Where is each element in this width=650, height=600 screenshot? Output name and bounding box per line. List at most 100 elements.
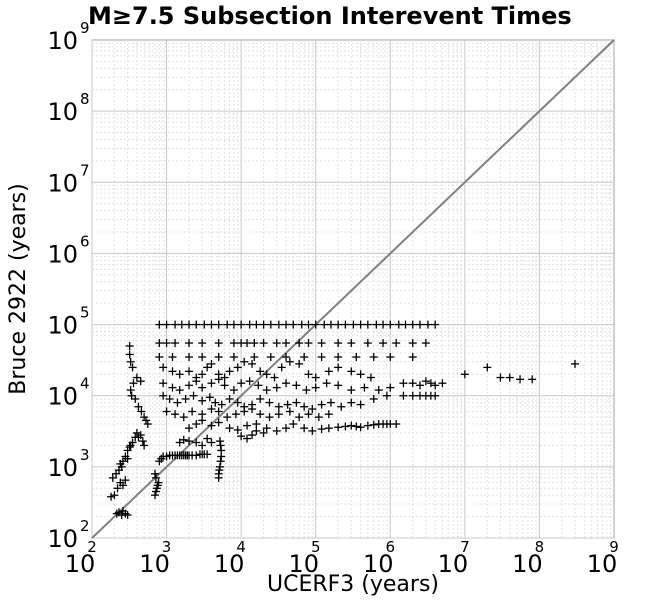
svg-text:8: 8 bbox=[80, 90, 90, 108]
data-point bbox=[408, 320, 417, 329]
data-point bbox=[369, 353, 378, 362]
data-point bbox=[126, 357, 135, 366]
x-tick-label: 107 bbox=[438, 538, 470, 578]
data-point bbox=[438, 379, 447, 388]
data-point bbox=[256, 367, 265, 376]
data-point bbox=[217, 400, 226, 409]
data-point bbox=[185, 320, 194, 329]
svg-text:10: 10 bbox=[288, 550, 319, 578]
data-point bbox=[117, 462, 126, 471]
data-point bbox=[426, 379, 435, 388]
data-point bbox=[282, 339, 291, 348]
svg-text:3: 3 bbox=[162, 538, 172, 556]
data-point bbox=[177, 320, 186, 329]
svg-text:10: 10 bbox=[47, 169, 78, 197]
data-point bbox=[272, 383, 281, 392]
data-point bbox=[356, 423, 365, 432]
data-point bbox=[192, 451, 201, 460]
data-point bbox=[142, 416, 151, 425]
y-tick-label: 10 7 bbox=[47, 161, 89, 197]
x-tick-label: 104 bbox=[214, 538, 246, 578]
data-point bbox=[334, 363, 343, 372]
data-point bbox=[125, 350, 134, 359]
data-point bbox=[262, 424, 271, 433]
data-point bbox=[240, 357, 249, 366]
data-point bbox=[132, 373, 141, 382]
data-point bbox=[171, 320, 180, 329]
data-point bbox=[347, 367, 356, 376]
data-point bbox=[369, 420, 378, 429]
svg-text:10: 10 bbox=[47, 454, 78, 482]
data-point bbox=[317, 400, 326, 409]
data-point bbox=[266, 353, 275, 362]
data-point bbox=[245, 377, 254, 386]
data-point bbox=[126, 386, 135, 395]
data-point bbox=[137, 407, 146, 416]
data-point bbox=[237, 379, 246, 388]
data-point bbox=[295, 359, 304, 368]
data-point bbox=[347, 398, 356, 407]
data-point bbox=[347, 421, 356, 430]
data-point bbox=[528, 375, 537, 384]
data-point bbox=[300, 353, 309, 362]
data-point bbox=[363, 421, 372, 430]
data-point bbox=[274, 402, 283, 411]
data-point bbox=[289, 420, 298, 429]
data-point bbox=[282, 379, 291, 388]
data-point bbox=[243, 434, 252, 443]
data-point bbox=[259, 339, 268, 348]
data-point bbox=[274, 320, 283, 329]
data-point bbox=[347, 386, 356, 395]
data-point bbox=[140, 441, 149, 450]
data-point bbox=[259, 428, 268, 437]
data-point bbox=[366, 373, 375, 382]
data-point bbox=[252, 420, 261, 429]
data-point bbox=[304, 320, 313, 329]
data-point bbox=[175, 386, 184, 395]
data-point bbox=[192, 320, 201, 329]
data-point bbox=[225, 367, 234, 376]
data-point bbox=[248, 431, 257, 440]
data-point bbox=[408, 379, 417, 388]
data-point bbox=[128, 363, 137, 372]
data-point bbox=[505, 373, 514, 382]
data-point bbox=[243, 421, 252, 430]
data-point bbox=[304, 339, 313, 348]
data-point bbox=[421, 339, 430, 348]
data-point bbox=[179, 435, 188, 444]
data-point bbox=[283, 400, 292, 409]
data-point bbox=[421, 377, 430, 386]
svg-text:3: 3 bbox=[80, 446, 90, 464]
svg-text:4: 4 bbox=[236, 538, 246, 556]
data-point bbox=[415, 381, 424, 390]
data-point bbox=[207, 421, 216, 430]
data-point bbox=[211, 398, 220, 407]
svg-text:8: 8 bbox=[535, 538, 545, 556]
data-point bbox=[159, 391, 168, 400]
data-point bbox=[408, 353, 417, 362]
data-point bbox=[322, 379, 331, 388]
data-point bbox=[159, 363, 168, 372]
grid-lines bbox=[91, 40, 614, 539]
data-point bbox=[159, 379, 168, 388]
svg-text:5: 5 bbox=[311, 538, 321, 556]
data-point bbox=[200, 320, 209, 329]
data-point bbox=[185, 424, 194, 433]
data-point bbox=[125, 341, 134, 350]
data-point bbox=[262, 386, 271, 395]
data-point bbox=[136, 377, 145, 386]
data-point bbox=[155, 353, 164, 362]
data-point bbox=[143, 420, 152, 429]
data-point bbox=[401, 320, 410, 329]
data-point bbox=[123, 454, 132, 463]
data-point bbox=[314, 413, 323, 422]
data-point bbox=[256, 394, 265, 403]
data-point bbox=[272, 339, 281, 348]
data-point bbox=[392, 339, 401, 348]
data-point bbox=[320, 320, 329, 329]
data-point bbox=[259, 320, 268, 329]
data-point bbox=[165, 394, 174, 403]
data-point bbox=[129, 379, 138, 388]
